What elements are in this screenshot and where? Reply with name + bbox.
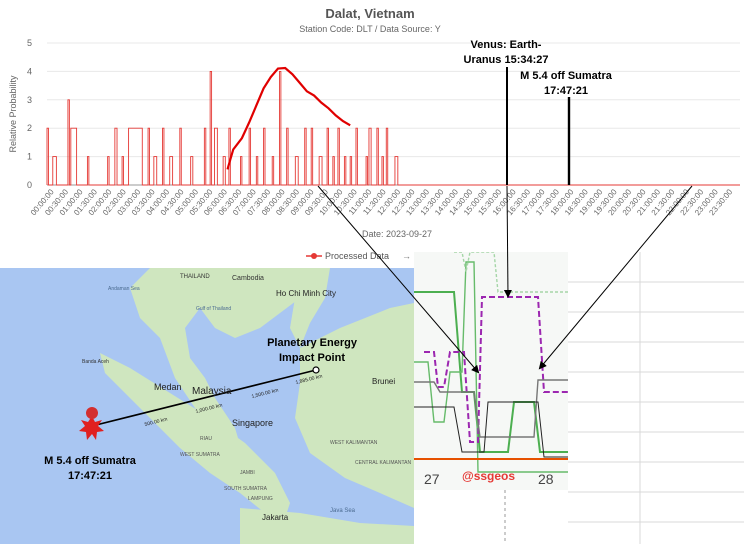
y-tick-label: 5 bbox=[27, 38, 32, 48]
label-andaman-sea: Andaman Sea bbox=[108, 286, 140, 292]
y-tick-label: 0 bbox=[27, 180, 32, 190]
overlay-curve bbox=[226, 66, 351, 170]
planetary-alignment-panel: 27 28 @ssgeos bbox=[414, 252, 568, 490]
legend[interactable]: Processed Data → bbox=[306, 251, 411, 261]
impact-label-line2: Impact Point bbox=[279, 352, 345, 364]
y-tick-label: 2 bbox=[27, 123, 32, 133]
impact-label-line1: Planetary Energy bbox=[267, 337, 358, 349]
map-land-mainland bbox=[130, 268, 300, 438]
label-banda-aceh: Banda Aceh bbox=[82, 359, 109, 365]
y-tick-label: 4 bbox=[27, 66, 32, 76]
spreadsheet-grid bbox=[568, 252, 744, 544]
label-cambodia: Cambodia bbox=[232, 275, 264, 282]
label-jakarta: Jakarta bbox=[262, 513, 289, 522]
legend-arrow-icon: → bbox=[402, 251, 411, 261]
seismic-probability-chart: Dalat, Vietnam Station Code: DLT / Data … bbox=[0, 0, 744, 268]
mini-credit: @ssgeos bbox=[462, 469, 515, 483]
series-line bbox=[46, 70, 740, 186]
arrow-chart-to-mini-2 bbox=[503, 185, 512, 298]
label-java-sea: Java Sea bbox=[330, 508, 356, 514]
distance-label-500: 500.00 km bbox=[144, 416, 168, 427]
map-image: THAILAND Cambodia Andaman Sea Gulf of Th… bbox=[0, 268, 414, 544]
y-axis-ticks: 0 1 2 3 4 5 bbox=[27, 38, 32, 190]
chart-background bbox=[0, 0, 744, 268]
map-land-java bbox=[240, 508, 414, 544]
arrow-chart-to-mini-1 bbox=[317, 185, 480, 374]
label-west-sumatra: WEST SUMATRA bbox=[180, 452, 220, 458]
series-layer bbox=[46, 70, 740, 186]
y-tick-label: 3 bbox=[27, 95, 32, 105]
label-singapore: Singapore bbox=[232, 418, 273, 428]
quake-pin-icon bbox=[86, 407, 98, 419]
annotation-quake-line1: M 5.4 off Sumatra bbox=[520, 70, 613, 82]
label-west-kalimantan: WEST KALIMANTAN bbox=[330, 440, 378, 446]
legend-label: Processed Data bbox=[325, 251, 389, 261]
quake-label-line1: M 5.4 off Sumatra bbox=[44, 455, 137, 467]
label-thailand: THAILAND bbox=[180, 274, 210, 280]
annotation-venus-line2: Uranus 15:34:27 bbox=[464, 54, 549, 66]
x-axis-label: Date: 2023-09-27 bbox=[362, 229, 432, 239]
map-land-borneo bbox=[295, 303, 414, 508]
distance-line bbox=[91, 369, 317, 427]
label-south-sumatra: SOUTH SUMATRA bbox=[224, 486, 268, 492]
y-tick-label: 1 bbox=[27, 152, 32, 162]
arrow-chart-to-mini-3 bbox=[538, 185, 693, 370]
map-panel: THAILAND Cambodia Andaman Sea Gulf of Th… bbox=[0, 268, 414, 544]
mini-label-28: 28 bbox=[538, 471, 554, 487]
annotation-venus: Venus: Earth- Uranus 15:34:27 bbox=[464, 39, 549, 185]
label-gulf-of-thailand: Gulf of Thailand bbox=[196, 306, 231, 312]
mini-series-lightgreen bbox=[454, 252, 568, 293]
chart-subtitle: Station Code: DLT / Data Source: Y bbox=[299, 24, 441, 34]
mini-series-gray bbox=[414, 379, 568, 438]
label-brunei: Brunei bbox=[372, 377, 395, 386]
map-land-sumatra bbox=[100, 353, 290, 518]
quake-label-line2: 17:47:21 bbox=[68, 470, 112, 482]
mini-series-green bbox=[414, 291, 568, 453]
chart-title: Dalat, Vietnam bbox=[325, 6, 414, 21]
label-central-kalimantan: CENTRAL KALIMANTAN bbox=[355, 460, 412, 466]
mini-series-black bbox=[414, 401, 568, 458]
annotation-quake: M 5.4 off Sumatra 17:47:21 bbox=[520, 70, 613, 185]
impact-point-marker bbox=[312, 366, 320, 374]
y-axis-label: Relative Probability bbox=[8, 75, 18, 153]
label-malaysia: Malaysia bbox=[192, 386, 232, 397]
legend-marker bbox=[311, 253, 317, 259]
label-lampung: LAMPUNG bbox=[248, 496, 273, 502]
label-medan: Medan bbox=[154, 382, 182, 392]
label-jambi: JAMBI bbox=[240, 470, 255, 476]
annotation-quake-line2: 17:47:21 bbox=[544, 85, 588, 97]
label-riau: RIAU bbox=[200, 436, 212, 442]
annotation-venus-line1: Venus: Earth- bbox=[471, 39, 542, 51]
label-ho-chi-minh: Ho Chi Minh City bbox=[276, 289, 336, 298]
mini-series-purple bbox=[424, 296, 568, 443]
mini-label-27: 27 bbox=[424, 471, 440, 487]
quake-burst-icon bbox=[79, 416, 104, 440]
map-land-vietnam bbox=[290, 268, 330, 348]
